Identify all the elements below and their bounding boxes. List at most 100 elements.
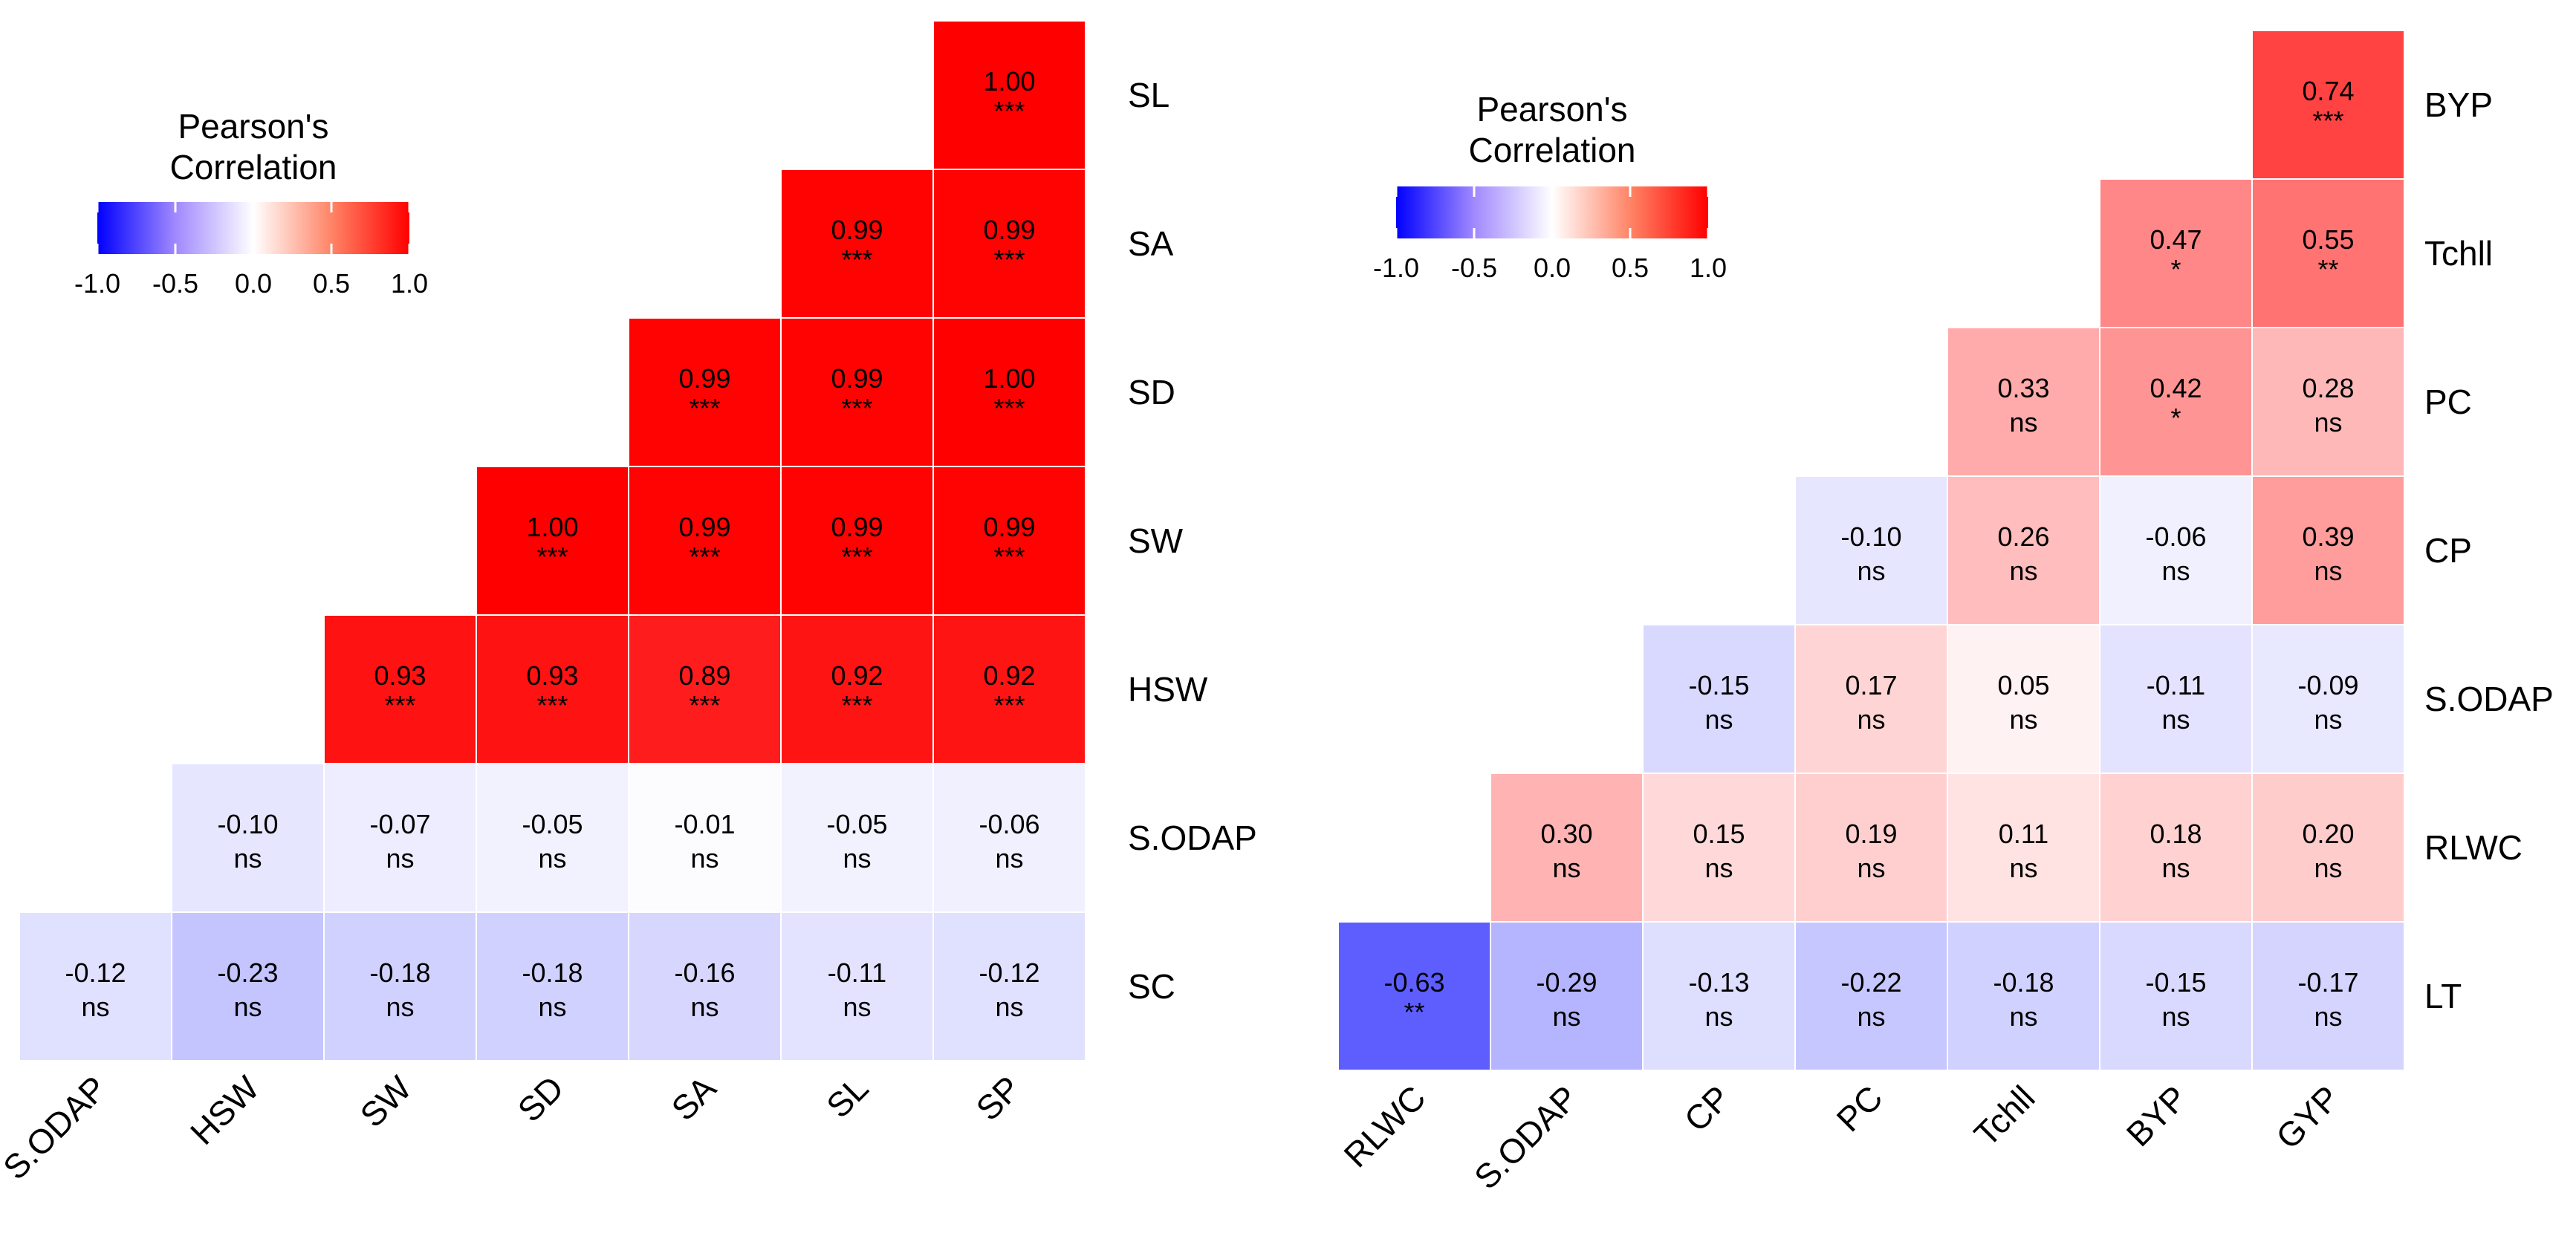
cell-value-label: -0.13 [1688, 967, 1749, 998]
cell-significance-label: *** [689, 690, 720, 721]
cell-significance-label: *** [2312, 105, 2343, 136]
cell-significance-label: ns [1704, 704, 1733, 735]
legend-tick-label: 1.0 [1690, 253, 1727, 283]
column-label: SL [819, 1068, 876, 1125]
cell-significance-label: ns [2009, 704, 2037, 735]
heatmap-cell: -0.11 ns [2099, 624, 2253, 774]
cell-value-label: 0.15 [1693, 819, 1745, 849]
cell-value-label: 0.99 [983, 215, 1035, 245]
heatmap-cell: 0.39 ns [2251, 475, 2405, 625]
cell-rect [1642, 773, 1796, 923]
cell-rect [932, 169, 1086, 319]
heatmap-cell: -0.16 ns [628, 911, 782, 1061]
cell-value-label: -0.05 [826, 809, 887, 839]
cell-value-label: -0.16 [674, 957, 735, 988]
heatmap-cell: -0.06 ns [932, 763, 1086, 913]
cell-rect [2251, 327, 2405, 477]
heatmap-cell: 0.99*** [780, 169, 934, 319]
cell-value-label: -0.18 [1993, 967, 2054, 998]
heatmap-cell: -0.01 ns [628, 763, 782, 913]
cell-significance-label: ns [1857, 853, 1885, 883]
cell-value-label: 0.99 [983, 512, 1035, 542]
cell-significance-label: * [2170, 403, 2181, 433]
cell-significance-label: ns [81, 992, 109, 1022]
row-label: SD [1128, 373, 1175, 412]
cell-significance-label: *** [841, 244, 872, 275]
row-label: BYP [2424, 85, 2493, 124]
cell-significance-label: ns [843, 843, 871, 874]
cell-value-label: -0.22 [1840, 967, 1901, 998]
cell-value-label: -0.15 [1688, 670, 1749, 700]
cell-significance-label: ns [690, 992, 718, 1022]
cell-rect [476, 911, 629, 1061]
cell-value-label: -0.18 [369, 957, 430, 988]
cell-value-label: -0.11 [828, 957, 886, 988]
cell-value-label: 0.93 [374, 660, 426, 691]
heatmap-cell: -0.63** [1337, 921, 1491, 1071]
cell-value-label: 0.74 [2302, 76, 2354, 106]
cell-value-label: -0.10 [217, 809, 278, 839]
cell-significance-label: *** [993, 690, 1025, 721]
row-label: SW [1128, 521, 1184, 560]
cell-value-label: 0.28 [2302, 373, 2354, 403]
heatmap-cell: 1.00*** [476, 466, 629, 616]
cell-rect [2099, 773, 2253, 923]
heatmap-cell: 0.28 ns [2251, 327, 2405, 477]
cell-value-label: 0.39 [2302, 521, 2354, 552]
heatmap-cell: 0.74*** [2251, 30, 2405, 180]
row-label: S.ODAP [1128, 819, 1257, 857]
legend-tick-label: 0.0 [1534, 253, 1571, 283]
cell-significance-label: ns [2009, 556, 2037, 586]
cell-significance-label: *** [993, 244, 1025, 275]
column-label: SW [352, 1068, 419, 1135]
cell-rect [2251, 624, 2405, 774]
heatmap-cell: 0.92*** [780, 614, 934, 764]
cell-value-label: 0.92 [831, 660, 883, 691]
cell-value-label: -0.06 [979, 809, 1039, 839]
cell-rect [932, 911, 1086, 1061]
cell-rect [1947, 773, 2100, 923]
cell-rect [628, 614, 782, 764]
cell-significance-label: *** [841, 393, 872, 423]
heatmap-cell: 0.47* [2099, 178, 2253, 328]
cell-significance-label: ns [1857, 1001, 1885, 1032]
cell-value-label: -0.05 [522, 809, 583, 839]
heatmap-cell: -0.10 ns [171, 763, 325, 913]
heatmap-cell: -0.10 ns [1794, 475, 1948, 625]
cell-rect [476, 763, 629, 913]
row-label: Tchll [2424, 234, 2493, 273]
row-label: CP [2424, 531, 2472, 570]
column-label: Tchll [1967, 1078, 2043, 1154]
heatmap-cell: 0.89*** [628, 614, 782, 764]
cell-value-label: 0.99 [831, 512, 883, 542]
legend-tick-label: -1.0 [1373, 253, 1419, 283]
cell-rect [2099, 475, 2253, 625]
cell-rect [1947, 921, 2100, 1071]
cell-rect [476, 614, 629, 764]
cell-value-label: 0.99 [831, 215, 883, 245]
cell-rect [1337, 921, 1491, 1071]
cell-value-label: 0.33 [1997, 373, 2049, 403]
cell-significance-label: ns [2314, 704, 2342, 735]
cell-value-label: -0.09 [2297, 670, 2358, 700]
cell-value-label: -0.11 [2147, 670, 2205, 700]
cell-significance-label: ns [995, 843, 1023, 874]
cell-significance-label: *** [384, 690, 415, 721]
heatmap-cell: 0.05 ns [1947, 624, 2100, 774]
heatmap-cell: 1.00*** [932, 20, 1086, 170]
cell-rect [932, 317, 1086, 467]
heatmap-cell: -0.15 ns [1642, 624, 1796, 774]
heatmap-cell: 0.17 ns [1794, 624, 1948, 774]
cell-significance-label: ns [2009, 1001, 2037, 1032]
cell-rect [628, 763, 782, 913]
cell-rect [1490, 773, 1644, 923]
cell-rect [2251, 921, 2405, 1071]
heatmap-cell: 0.99*** [628, 317, 782, 467]
cell-rect [2099, 624, 2253, 774]
legend-title-line1: Pearson's [178, 107, 328, 146]
cell-significance-label: ns [2161, 1001, 2190, 1032]
cell-rect [2251, 773, 2405, 923]
